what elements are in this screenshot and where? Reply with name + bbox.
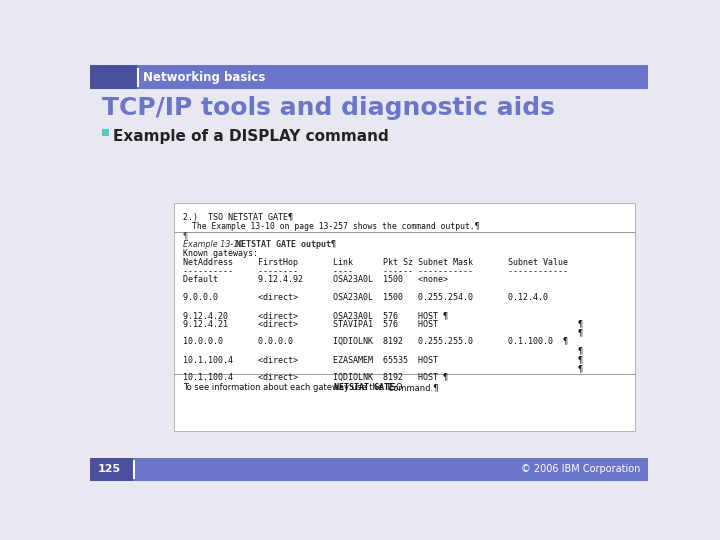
Text: To see information about each gateway use the TSO: To see information about each gateway us… <box>183 383 405 392</box>
Text: NETSTAT GATE output¶: NETSTAT GATE output¶ <box>235 240 336 249</box>
Bar <box>174 204 635 430</box>
Text: Known gateways:: Known gateways: <box>183 249 258 258</box>
Bar <box>90 65 137 90</box>
Text: ¶: ¶ <box>183 231 188 240</box>
Bar <box>102 130 109 136</box>
Text: 125: 125 <box>98 464 121 474</box>
Text: Networking basics: Networking basics <box>143 71 265 84</box>
Text: command.¶: command.¶ <box>386 383 438 392</box>
Text: Example 13-10: Example 13-10 <box>183 240 248 249</box>
Text: ----------     --------       ----      ------ -----------       ------------: ---------- -------- ---- ------ --------… <box>183 267 568 275</box>
Text: 10.1.100.4     <direct>       IQDIOLNK  8192   HOST ¶: 10.1.100.4 <direct> IQDIOLNK 8192 HOST ¶ <box>183 373 448 382</box>
Text: ¶: ¶ <box>183 346 583 355</box>
Bar <box>90 457 648 481</box>
Text: The Example 13-10 on page 13-257 shows the command output.¶: The Example 13-10 on page 13-257 shows t… <box>192 222 480 231</box>
Text: NETSTAT GATE: NETSTAT GATE <box>334 383 394 392</box>
Text: © 2006 IBM Corporation: © 2006 IBM Corporation <box>521 464 640 474</box>
Text: ¶: ¶ <box>183 364 583 373</box>
Bar <box>90 65 648 90</box>
Text: Example of a DISPLAY command: Example of a DISPLAY command <box>113 130 389 145</box>
Text: TCP/IP tools and diagnostic aids: TCP/IP tools and diagnostic aids <box>102 96 555 119</box>
Text: 9.0.0.0        <direct>       OSA23A0L  1500   0.255.254.0       0.12.4.0: 9.0.0.0 <direct> OSA23A0L 1500 0.255.254… <box>183 293 548 302</box>
Text: 9.12.4.21      <direct>       STAVIPA1  576    HOST                            ¶: 9.12.4.21 <direct> STAVIPA1 576 HOST ¶ <box>183 320 583 329</box>
Text: 10.1.100.4     <direct>       EZASAMEM  65535  HOST                            ¶: 10.1.100.4 <direct> EZASAMEM 65535 HOST … <box>183 355 583 364</box>
Text: NetAddress     FirstHop       Link      Pkt Sz Subnet Mask       Subnet Value: NetAddress FirstHop Link Pkt Sz Subnet M… <box>183 258 568 267</box>
Text: 10.0.0.0       0.0.0.0        IQDIOLNK  8192   0.255.255.0       0.1.100.0  ¶: 10.0.0.0 0.0.0.0 IQDIOLNK 8192 0.255.255… <box>183 338 568 346</box>
Text: 9.12.4.20      <direct>       OSA23A0L  576    HOST ¶: 9.12.4.20 <direct> OSA23A0L 576 HOST ¶ <box>183 311 448 320</box>
Text: Default        9.12.4.92      OSA23A0L  1500   <none>: Default 9.12.4.92 OSA23A0L 1500 <none> <box>183 275 448 285</box>
Text: ¶: ¶ <box>183 328 583 338</box>
Bar <box>90 457 132 481</box>
Text: 2.)  TSO NETSTAT GATE¶: 2.) TSO NETSTAT GATE¶ <box>183 213 293 222</box>
